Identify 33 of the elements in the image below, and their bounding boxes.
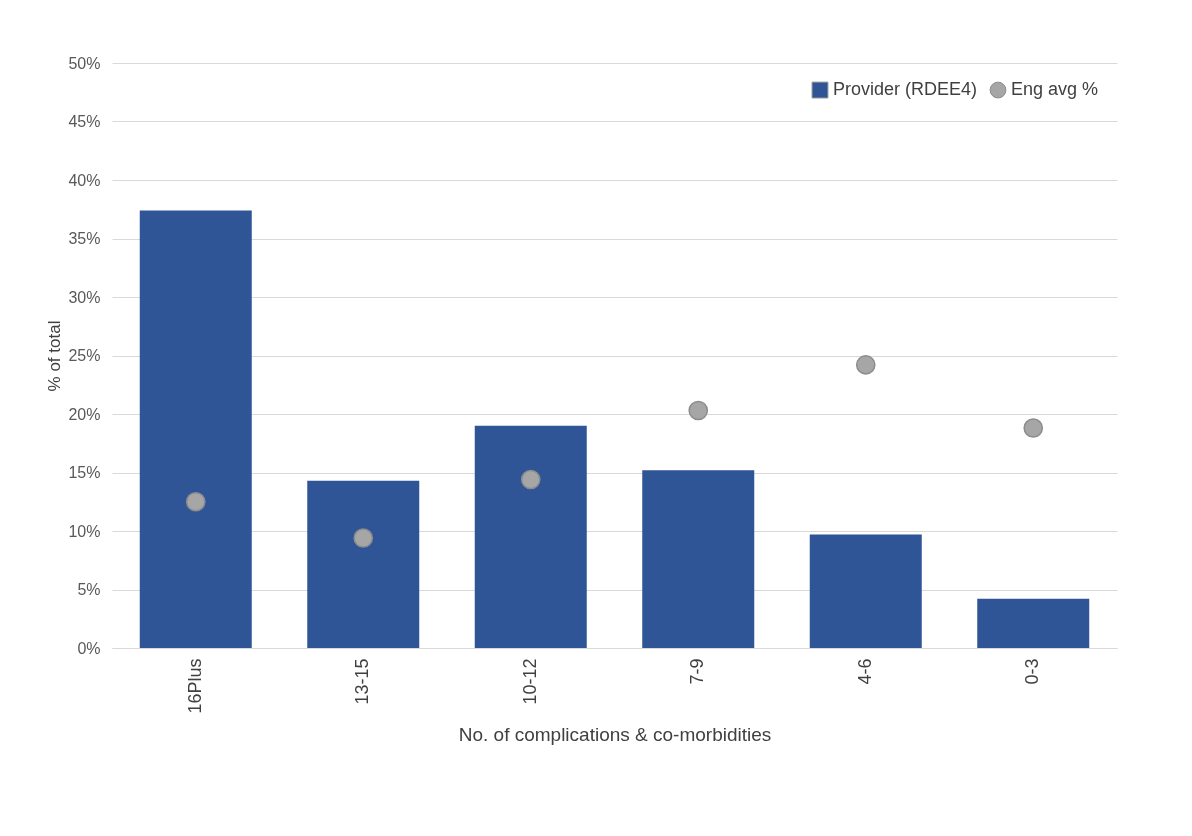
bar — [977, 598, 1090, 648]
point — [185, 491, 206, 512]
y-tick-label: 30% — [68, 288, 101, 306]
point — [688, 400, 709, 421]
bar — [809, 534, 922, 648]
y-tick-label: 25% — [68, 347, 101, 364]
point — [1023, 418, 1044, 438]
bar — [139, 210, 252, 648]
bar — [642, 470, 755, 648]
x-tick-label: 13-15 — [352, 658, 373, 705]
point — [520, 469, 541, 490]
point — [353, 528, 374, 548]
x-tick-label: 16Plus — [184, 658, 205, 714]
legend-label: Provider (RDEE4) — [833, 79, 978, 100]
x-tick-label: 0-3 — [1022, 658, 1043, 685]
legend-label: Eng avg % — [1011, 79, 1099, 100]
bar — [474, 425, 587, 648]
point — [855, 355, 876, 375]
x-tick-label: 10-12 — [519, 658, 540, 705]
y-tick-label: 40% — [68, 171, 101, 189]
y-tick-label: 20% — [68, 405, 101, 423]
y-tick-label: 0% — [77, 639, 101, 657]
y-tick-label: 15% — [68, 464, 101, 481]
y-axis-title: % of total — [45, 320, 65, 392]
y-tick-label: 45% — [68, 113, 101, 130]
y-tick-label: 10% — [68, 522, 101, 540]
x-axis-title: No. of complications & co-morbidities — [458, 723, 772, 745]
y-tick-label: 5% — [77, 581, 101, 598]
bar — [307, 480, 420, 648]
y-tick-label: 35% — [68, 230, 101, 247]
x-tick-label: 4-6 — [854, 658, 875, 685]
x-tick-label: 7-9 — [687, 658, 708, 685]
y-tick-label: 50% — [68, 54, 101, 72]
